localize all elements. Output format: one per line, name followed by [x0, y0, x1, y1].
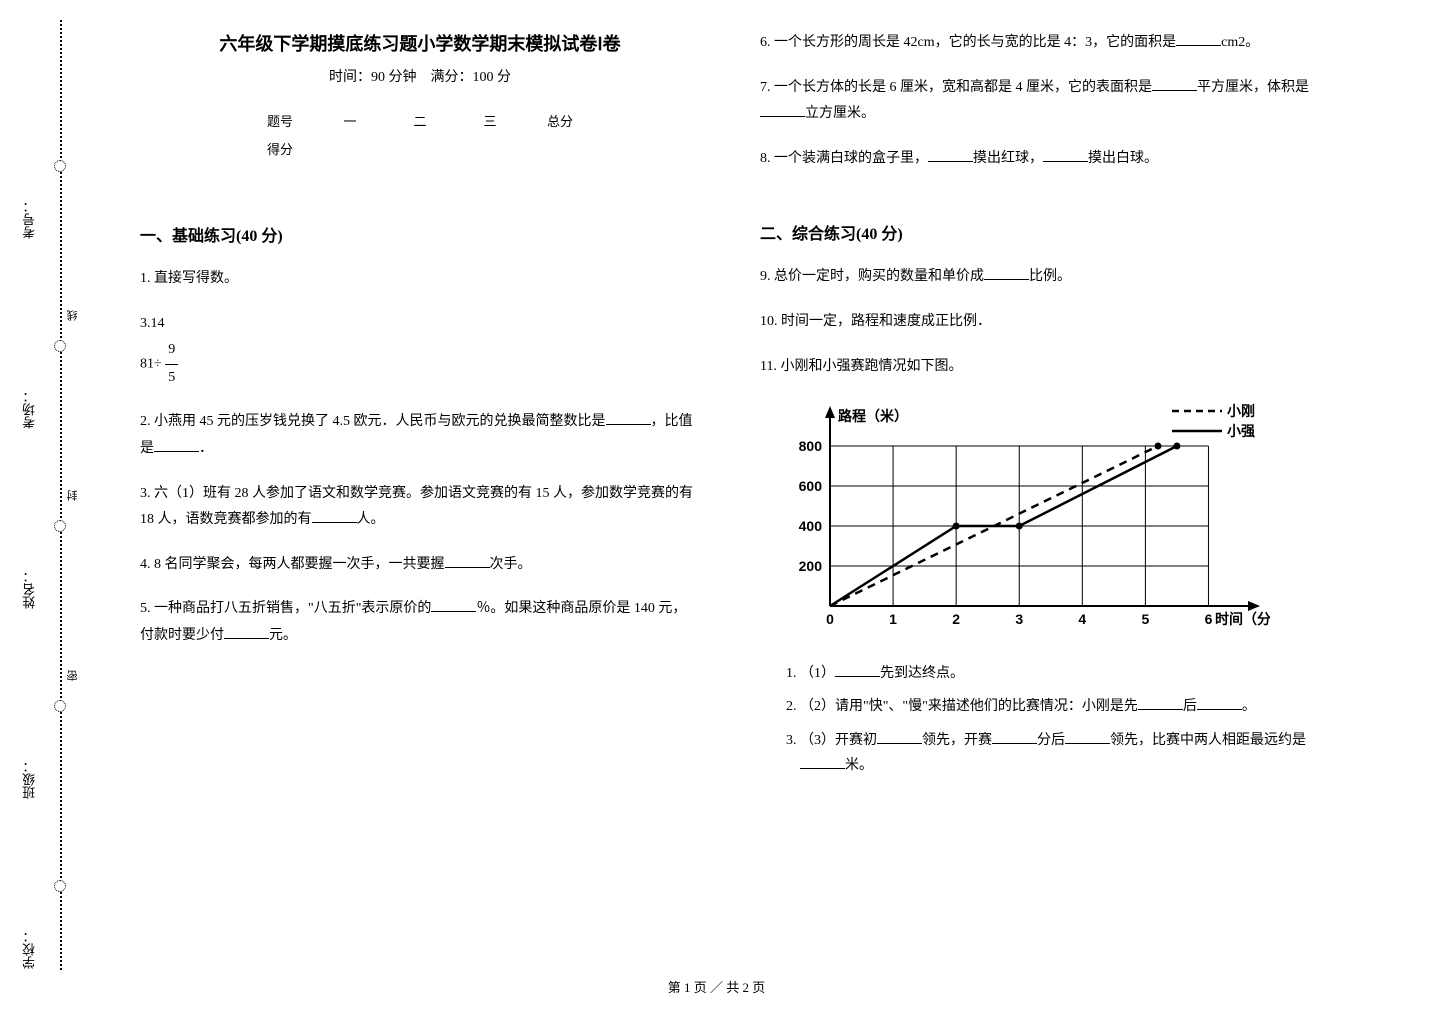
binding-label-class: 班级：: [20, 760, 39, 799]
question-5: 5. 一种商品打八五折销售，"八五折"表示原价的％。如果这种商品原价是 140 …: [140, 596, 700, 649]
binding-seal-text: 线: [65, 310, 81, 321]
cell: 得分: [245, 134, 315, 162]
binding-seal-text: 密: [65, 670, 81, 681]
svg-text:6: 6: [1205, 611, 1213, 627]
svg-text:路程（米）: 路程（米）: [838, 408, 908, 425]
binding-label-id: 考号：: [20, 200, 39, 239]
blank: [312, 509, 357, 523]
binding-label-school: 学校：: [20, 930, 39, 969]
expr-2: 81÷ 95: [140, 337, 700, 391]
fraction: 95: [165, 337, 178, 391]
chart-legend: 小刚 小强: [1172, 401, 1255, 441]
page-footer: 第 1 页 ／ 共 2 页: [0, 977, 1433, 996]
question-3: 3. 六（1）班有 28 人参加了语文和数学竞赛。参加语文竞赛的有 15 人，参…: [140, 481, 700, 534]
table-row: 题号 一 二 三 总分: [245, 106, 595, 134]
page-content: 六年级下学期摸底练习题小学数学期末模拟试卷Ⅰ卷 时间：90 分钟 满分：100 …: [140, 30, 1320, 786]
question-1: 1. 直接写得数。: [140, 266, 700, 293]
question-4: 4. 8 名同学聚会，每两人都要握一次手，一共要握次手。: [140, 552, 700, 579]
chart-svg: 200 400 600 800 0 1 2 3 4 5 6 路程（米） 时间（分）: [770, 406, 1270, 646]
blank: [445, 554, 490, 568]
cell: 一: [315, 106, 385, 134]
question-10: 10. 时间一定，路程和速度成正比例．: [760, 309, 1320, 336]
section2-heading: 二、综合练习(40 分): [760, 220, 1320, 244]
blank: [606, 411, 651, 425]
svg-text:2: 2: [952, 611, 960, 627]
cell: [385, 134, 455, 162]
svg-text:3: 3: [1015, 611, 1023, 627]
binding-circle: [54, 880, 66, 892]
question-7: 7. 一个长方体的长是 6 厘米，宽和高都是 4 厘米，它的表面积是平方厘米，体…: [760, 75, 1320, 128]
svg-text:时间（分）: 时间（分）: [1215, 611, 1270, 628]
expr-1: 3.14: [140, 311, 700, 338]
svg-text:4: 4: [1078, 611, 1086, 627]
blank: [1043, 148, 1088, 162]
cell: 二: [385, 106, 455, 134]
sub-q1: （1）先到达终点。: [800, 661, 1320, 686]
score-table: 题号 一 二 三 总分 得分: [245, 106, 595, 162]
blank: [431, 598, 476, 612]
svg-text:0: 0: [826, 611, 834, 627]
race-chart: 小刚 小强 2004006008000123456路程（米）时间（分）: [770, 406, 1270, 646]
question-8: 8. 一个装满白球的盒子里，摸出红球，摸出白球。: [760, 146, 1320, 173]
blank: [800, 755, 845, 769]
legend-xiaogang: 小刚: [1172, 401, 1255, 421]
cell: 题号: [245, 106, 315, 134]
cell: [315, 134, 385, 162]
binding-label-room: 考场：: [20, 390, 39, 429]
table-row: 得分: [245, 134, 595, 162]
cell: 总分: [525, 106, 595, 134]
binding-seal-text: 封: [65, 490, 81, 501]
sub-questions: （1）先到达终点。 （2）请用"快"、"慢"来描述他们的比赛情况：小刚是先后。 …: [800, 661, 1320, 786]
blank: [928, 148, 973, 162]
blank: [877, 730, 922, 744]
svg-text:800: 800: [799, 438, 823, 454]
svg-text:5: 5: [1141, 611, 1149, 627]
right-column: 6. 一个长方形的周长是 42cm，它的长与宽的比是 4：3，它的面积是cm2。…: [760, 30, 1320, 786]
binding-circle: [54, 700, 66, 712]
svg-text:400: 400: [799, 518, 823, 534]
blank: [1152, 77, 1197, 91]
sub-q3: （3）开赛初领先，开赛分后领先，比赛中两人相距最远约是米。: [800, 728, 1320, 778]
binding-circle: [54, 160, 66, 172]
blank: [835, 663, 880, 677]
exam-subtitle: 时间：90 分钟 满分：100 分: [140, 66, 700, 86]
question-11: 11. 小刚和小强赛跑情况如下图。: [760, 354, 1320, 381]
binding-circle: [54, 520, 66, 532]
blank: [154, 438, 199, 452]
blank: [1138, 696, 1183, 710]
left-column: 六年级下学期摸底练习题小学数学期末模拟试卷Ⅰ卷 时间：90 分钟 满分：100 …: [140, 30, 700, 786]
question-9: 9. 总价一定时，购买的数量和单价成比例。: [760, 264, 1320, 291]
sub-q2: （2）请用"快"、"慢"来描述他们的比赛情况：小刚是先后。: [800, 694, 1320, 719]
cell: [455, 134, 525, 162]
svg-text:200: 200: [799, 558, 823, 574]
exam-title: 六年级下学期摸底练习题小学数学期末模拟试卷Ⅰ卷: [140, 30, 700, 56]
blank: [224, 625, 269, 639]
blank: [1065, 730, 1110, 744]
binding-circle: [54, 340, 66, 352]
question-6: 6. 一个长方形的周长是 42cm，它的长与宽的比是 4：3，它的面积是cm2。: [760, 30, 1320, 57]
cell: 三: [455, 106, 525, 134]
blank: [1197, 696, 1242, 710]
binding-label-name: 姓名：: [20, 570, 39, 609]
blank: [760, 103, 805, 117]
blank: [992, 730, 1037, 744]
blank: [1176, 32, 1221, 46]
question-1-expressions: 3.14 81÷ 95: [140, 311, 700, 392]
question-2: 2. 小燕用 45 元的压岁钱兑换了 4.5 欧元．人民币与欧元的兑换最简整数比…: [140, 409, 700, 462]
section1-heading: 一、基础练习(40 分): [140, 222, 700, 246]
svg-text:600: 600: [799, 478, 823, 494]
blank: [984, 266, 1029, 280]
legend-xiaoqiang: 小强: [1172, 421, 1255, 441]
svg-text:1: 1: [889, 611, 897, 627]
cell: [525, 134, 595, 162]
